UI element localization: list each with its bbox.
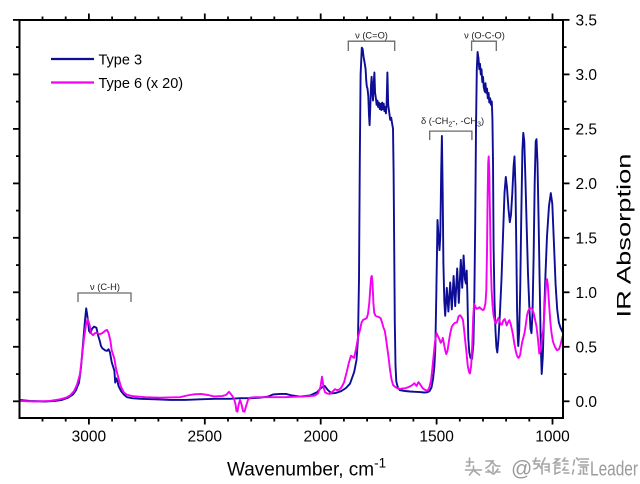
svg-text:2500: 2500: [188, 429, 223, 446]
svg-text:1.0: 1.0: [576, 285, 598, 302]
svg-text:Wavenumber, cm-1: Wavenumber, cm-1: [227, 456, 386, 481]
svg-text:Type 3: Type 3: [99, 53, 143, 69]
svg-text:3000: 3000: [72, 429, 107, 446]
svg-text:3.5: 3.5: [576, 12, 598, 29]
svg-text:Leader: Leader: [591, 459, 639, 482]
svg-text:2.0: 2.0: [576, 176, 598, 193]
svg-text:0.0: 0.0: [576, 394, 598, 411]
svg-text:3.0: 3.0: [576, 67, 598, 84]
svg-text:Leader: Leader: [590, 458, 638, 481]
svg-text:ν (C=O): ν (C=O): [355, 31, 388, 41]
svg-text:@: @: [511, 458, 532, 481]
svg-text:@: @: [512, 459, 533, 482]
svg-text:0.5: 0.5: [576, 339, 598, 356]
svg-text:1500: 1500: [419, 429, 454, 446]
svg-text:δ (-CH2-, -CH3): δ (-CH2-, -CH3): [421, 116, 484, 129]
svg-text:1.5: 1.5: [576, 230, 598, 247]
svg-text:1000: 1000: [535, 429, 570, 446]
svg-text:2.5: 2.5: [576, 121, 598, 138]
svg-text:ν (C-H): ν (C-H): [90, 282, 120, 292]
svg-text:2000: 2000: [303, 429, 338, 446]
svg-text:ν (O-C-O): ν (O-C-O): [464, 31, 505, 41]
svg-text:Type 6 (x 20): Type 6 (x 20): [99, 76, 184, 92]
svg-text:IR Absorption: IR Absorption: [615, 154, 636, 318]
